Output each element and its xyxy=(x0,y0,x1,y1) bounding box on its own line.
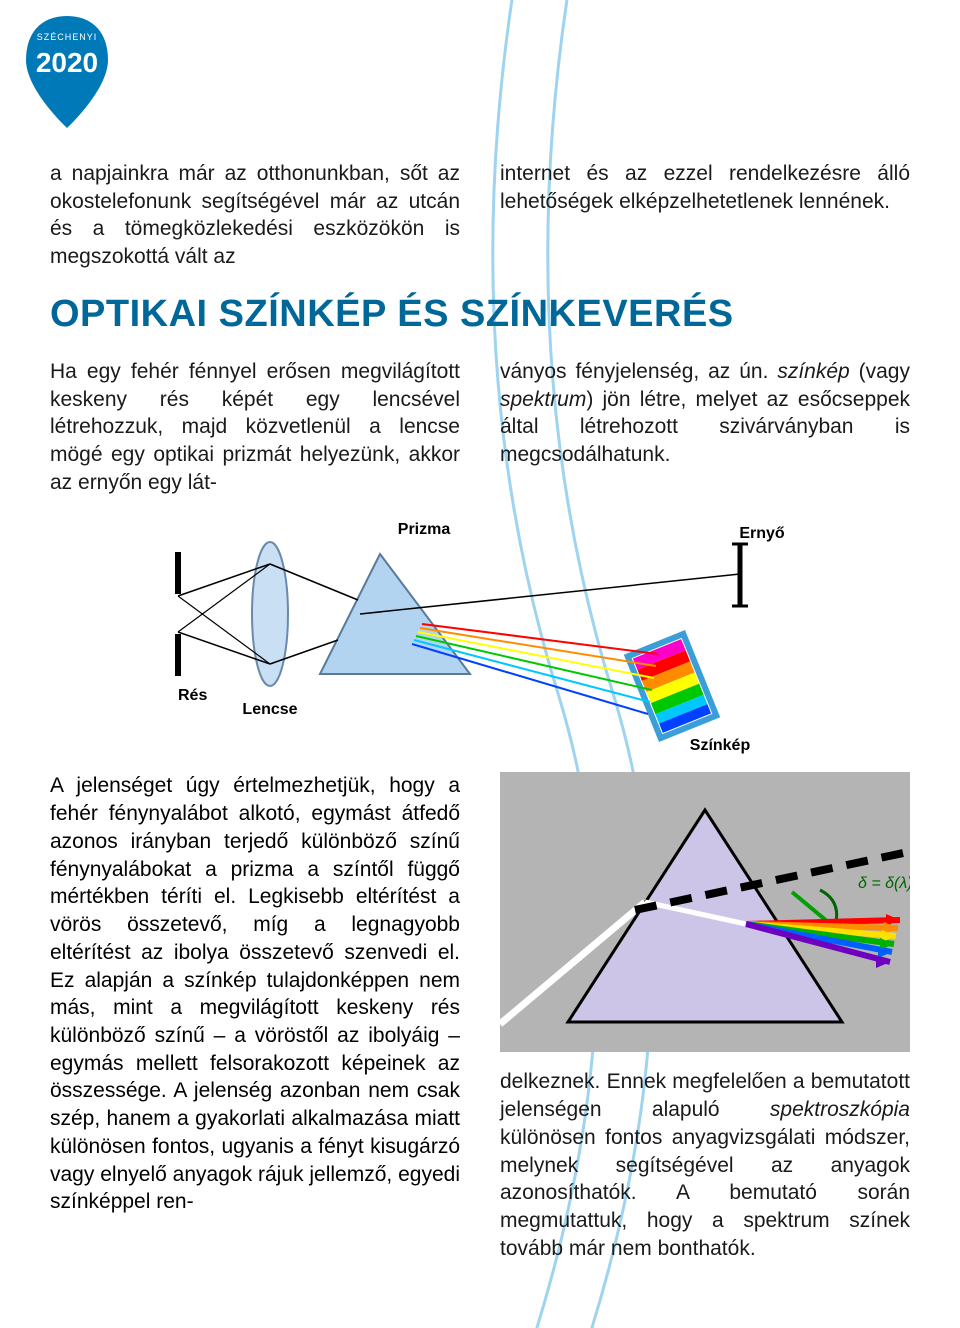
section2-right-a: ványos fényjelenség, az ún. xyxy=(500,360,777,383)
lower-row: A jelenséget úgy értelmezhetjük, hogy a … xyxy=(50,772,910,1262)
logo-year: 2020 xyxy=(36,47,98,78)
section2-right-d: spektrum xyxy=(500,388,586,411)
section-heading: OPTIKAI SZÍNKÉP ÉS SZÍNKEVERÉS xyxy=(50,293,910,336)
prism-dispersion-diagram: δ = δ(λ) xyxy=(500,772,910,1052)
section2-left: Ha egy fehér fénnyel erősen megvilágítot… xyxy=(50,358,460,497)
intro-left: a napjainkra már az otthonunkban, sőt az… xyxy=(50,160,460,271)
lower-right-b: spektroszkópia xyxy=(770,1098,910,1121)
section2-right: ványos fényjelenség, az ún. színkép (vag… xyxy=(500,358,910,497)
fig1-label-slit: Rés xyxy=(178,687,207,704)
lower-right-col: δ = δ(λ) delkeznek. Ennek megfelelően a … xyxy=(500,772,910,1262)
logo-top-text: SZÉCHENYI xyxy=(37,32,98,42)
fig1-label-prism: Prizma xyxy=(398,521,451,538)
szechenyi-logo: SZÉCHENYI 2020 xyxy=(22,12,112,132)
intro-row: a napjainkra már az otthonunkban, sőt az… xyxy=(50,160,910,271)
intro-right: internet és az ezzel rendelkezésre álló … xyxy=(500,160,910,271)
lower-left: A jelenséget úgy értelmezhetjük, hogy a … xyxy=(50,772,460,1262)
prism-setup-diagram: Prizma Ernyő Rés Lencse Színkép xyxy=(160,514,800,754)
section2-right-b: színkép xyxy=(777,360,849,383)
section2-right-c: (vagy xyxy=(850,360,910,383)
lower-right-text: delkeznek. Ennek megfelelően a bemutatot… xyxy=(500,1068,910,1262)
section2-row: Ha egy fehér fénnyel erősen megvilágítot… xyxy=(50,358,910,497)
lower-right-c: különösen fontos anyagvizsgálati módszer… xyxy=(500,1126,910,1260)
fig2-delta-label: δ = δ(λ) xyxy=(858,875,910,892)
fig1-label-spectrum: Színkép xyxy=(690,737,751,754)
page-content: a napjainkra már az otthonunkban, sőt az… xyxy=(50,160,910,1263)
fig1-label-screen: Ernyő xyxy=(739,525,785,542)
fig1-label-lens: Lencse xyxy=(242,701,297,718)
